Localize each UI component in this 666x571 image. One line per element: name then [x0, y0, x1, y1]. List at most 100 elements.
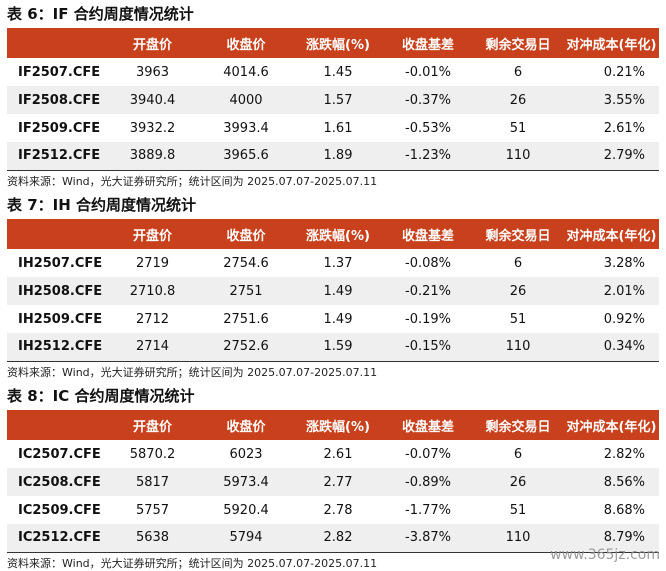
- hedge-cost: 8.79%: [564, 524, 659, 553]
- futures-table: 开盘价 收盘价 涨跌幅(%) 收盘基差 剩余交易日 对冲成本(年化) IF250…: [7, 28, 659, 171]
- contract-code: IH2509.CFE: [18, 311, 103, 327]
- close-basis: -1.77%: [405, 502, 451, 518]
- close-basis: -0.37%: [405, 92, 451, 108]
- remaining-days: 26: [509, 474, 527, 490]
- close-price: 3993.4: [223, 120, 269, 136]
- change-pct: 2.82: [292, 524, 384, 553]
- change-pct: 2.61: [323, 446, 353, 462]
- header-cell: 收盘价: [226, 228, 266, 244]
- watermark: www.365jz.com: [550, 547, 660, 563]
- hedge-cost: 0.34%: [564, 333, 659, 362]
- futures-table: 开盘价 收盘价 涨跌幅(%) 收盘基差 剩余交易日 对冲成本(年化) IC250…: [7, 410, 659, 553]
- remaining-days: 6: [513, 64, 523, 80]
- change-pct: 1.49: [323, 283, 353, 299]
- close-basis: -0.07%: [405, 446, 451, 462]
- table-row: IH2507.CFE 2719 2754.6 1.37 -0.08% 6 3.2…: [7, 249, 659, 277]
- close-basis: -0.53%: [405, 120, 451, 136]
- hedge-cost: 2.82%: [603, 446, 645, 462]
- header-cell: [7, 410, 105, 440]
- hedge-cost: 2.79%: [564, 142, 659, 171]
- header-cell: 收盘基差: [401, 37, 454, 53]
- header-cell: 剩余交易日: [485, 419, 551, 435]
- close-price: 3965.6: [200, 142, 292, 171]
- table-row: IH2512.CFE 2714 2752.6 1.59 -0.15% 110 0…: [7, 333, 659, 362]
- remaining-days: 51: [509, 120, 527, 136]
- header-row: 开盘价 收盘价 涨跌幅(%) 收盘基差 剩余交易日 对冲成本(年化): [7, 410, 659, 440]
- change-pct: 1.59: [292, 333, 384, 362]
- open-price: 5870.2: [129, 446, 176, 462]
- table-row: IF2507.CFE 3963 4014.6 1.45 -0.01% 6 0.2…: [7, 58, 659, 86]
- header-cell: [7, 219, 105, 249]
- table-row: IH2508.CFE 2710.8 2751 1.49 -0.21% 26 2.…: [7, 277, 659, 305]
- header-cell: 剩余交易日: [485, 228, 551, 244]
- change-pct: 2.77: [323, 474, 353, 490]
- header-cell: 收盘基差: [401, 228, 454, 244]
- table-row: IC2512.CFE 5638 5794 2.82 -3.87% 110 8.7…: [7, 524, 659, 553]
- open-price: 3932.2: [129, 120, 176, 136]
- change-pct: 1.57: [323, 92, 353, 108]
- open-price: 3940.4: [129, 92, 176, 108]
- table-title: 表 6：IF 合约周度情况统计: [7, 5, 194, 23]
- open-price: 2719: [135, 255, 170, 271]
- remaining-days: 110: [472, 333, 564, 362]
- change-pct: 1.49: [323, 311, 353, 327]
- close-price: 5794: [200, 524, 292, 553]
- hedge-cost: 8.56%: [603, 474, 645, 490]
- contract-code: IC2507.CFE: [18, 446, 101, 462]
- contract-code: IH2508.CFE: [18, 283, 103, 299]
- source-note: 资料来源：Wind，光大证券研究所；统计区间为 2025.07.07-2025.…: [7, 557, 378, 570]
- hedge-cost: 3.55%: [603, 92, 645, 108]
- header-cell: 剩余交易日: [485, 37, 551, 53]
- change-pct: 1.89: [292, 142, 384, 171]
- close-price: 2751.6: [223, 311, 269, 327]
- header-cell: 对冲成本(年化): [566, 419, 657, 435]
- header-row: 开盘价 收盘价 涨跌幅(%) 收盘基差 剩余交易日 对冲成本(年化): [7, 219, 659, 249]
- contract-code: IC2508.CFE: [18, 474, 101, 490]
- remaining-days: 6: [513, 446, 523, 462]
- remaining-days: 110: [472, 142, 564, 171]
- close-basis: -0.89%: [405, 474, 451, 490]
- contract-code: IC2512.CFE: [7, 524, 105, 553]
- change-pct: 1.45: [323, 64, 353, 80]
- table-row: IC2507.CFE 5870.2 6023 2.61 -0.07% 6 2.8…: [7, 440, 659, 468]
- header-cell: 收盘价: [226, 419, 266, 435]
- close-price: 4000: [229, 92, 263, 108]
- header-cell: 涨跌幅(%): [306, 37, 370, 53]
- table-title: 表 8：IC 合约周度情况统计: [7, 387, 195, 405]
- header-cell: 收盘基差: [401, 419, 454, 435]
- table-row: IC2508.CFE 5817 5973.4 2.77 -0.89% 26 8.…: [7, 468, 659, 496]
- open-price: 5638: [105, 524, 200, 553]
- open-price: 2710.8: [129, 283, 176, 299]
- close-price: 2752.6: [200, 333, 292, 362]
- change-pct: 2.78: [323, 502, 353, 518]
- table-row: IF2508.CFE 3940.4 4000 1.57 -0.37% 26 3.…: [7, 86, 659, 114]
- header-row: 开盘价 收盘价 涨跌幅(%) 收盘基差 剩余交易日 对冲成本(年化): [7, 28, 659, 58]
- open-price: 3963: [135, 64, 170, 80]
- open-price: 2714: [105, 333, 200, 362]
- header-cell: 收盘价: [226, 37, 266, 53]
- close-basis: -0.21%: [405, 283, 451, 299]
- header-cell: 涨跌幅(%): [306, 228, 370, 244]
- table-title: 表 7：IH 合约周度情况统计: [7, 196, 197, 214]
- contract-code: IF2512.CFE: [7, 142, 105, 171]
- close-price: 4014.6: [223, 64, 269, 80]
- header-cell: [7, 28, 105, 58]
- hedge-cost: 2.61%: [603, 120, 645, 136]
- close-basis: -1.23%: [384, 142, 472, 171]
- open-price: 5817: [135, 474, 170, 490]
- header-cell: 对冲成本(年化): [566, 228, 657, 244]
- header-cell: 开盘价: [132, 419, 172, 435]
- contract-code: IC2509.CFE: [18, 502, 101, 518]
- close-basis: -0.19%: [405, 311, 451, 327]
- contract-code: IF2509.CFE: [18, 120, 101, 136]
- table-row: IF2509.CFE 3932.2 3993.4 1.61 -0.53% 51 …: [7, 114, 659, 142]
- contract-code: IH2512.CFE: [7, 333, 105, 362]
- open-price: 2712: [135, 311, 170, 327]
- source-note: 资料来源：Wind，光大证券研究所；统计区间为 2025.07.07-2025.…: [7, 175, 378, 188]
- remaining-days: 51: [509, 311, 527, 327]
- change-pct: 1.61: [323, 120, 353, 136]
- hedge-cost: 0.92%: [603, 311, 645, 327]
- hedge-cost: 8.68%: [603, 502, 645, 518]
- header-cell: 开盘价: [132, 37, 172, 53]
- hedge-cost: 0.21%: [603, 64, 645, 80]
